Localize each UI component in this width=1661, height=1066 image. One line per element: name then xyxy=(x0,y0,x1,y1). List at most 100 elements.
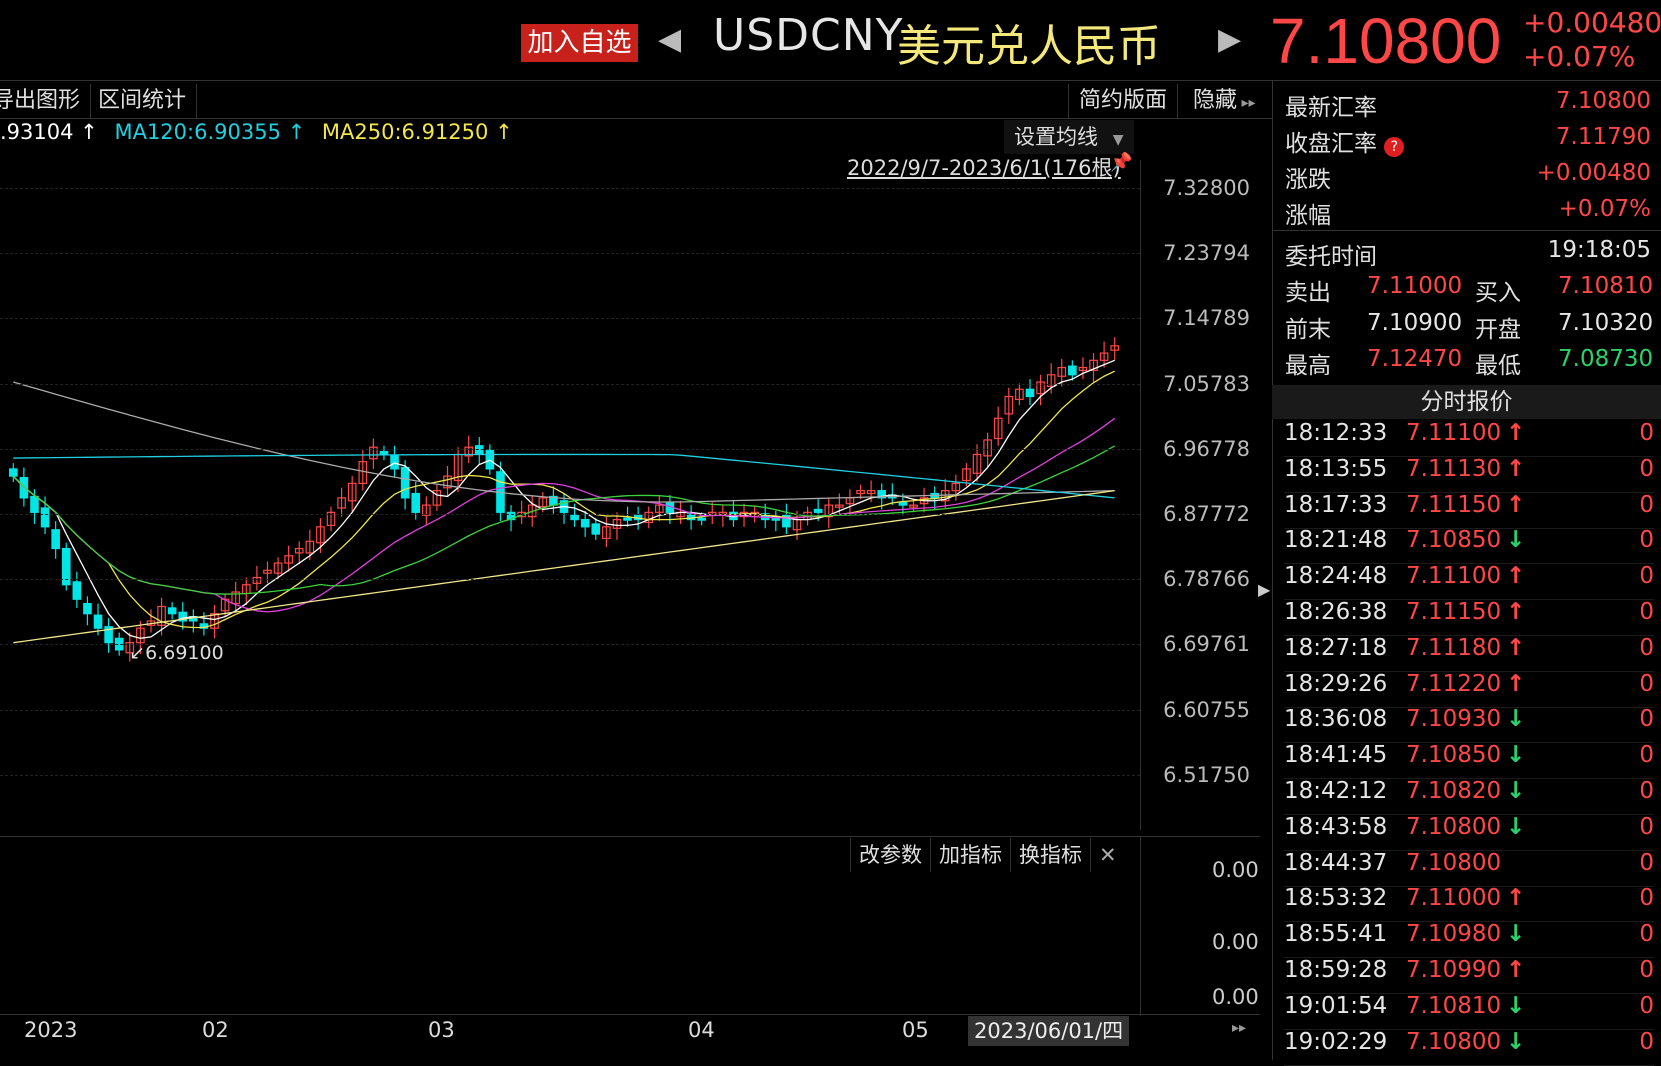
candle-body[interactable] xyxy=(369,446,378,460)
export-chart-button[interactable]: 导出图形 xyxy=(0,84,92,118)
candle-body[interactable] xyxy=(951,482,961,492)
candle-body[interactable] xyxy=(506,511,516,521)
pin-icon[interactable]: 📌 xyxy=(1110,152,1133,173)
expand-right-icon[interactable]: ▶ xyxy=(1258,580,1271,599)
latest-rate-value: 7.10800 xyxy=(1555,88,1651,114)
candle-body[interactable] xyxy=(443,475,452,489)
candle-body[interactable] xyxy=(157,605,166,626)
simple-layout-button[interactable]: 简约版面 xyxy=(1068,84,1179,118)
candle-body[interactable] xyxy=(602,526,611,540)
candle-body[interactable] xyxy=(422,504,431,516)
candle-body[interactable] xyxy=(210,613,219,629)
hide-panel-button[interactable]: 隐藏 ▸▸ xyxy=(1183,84,1266,118)
tick-volume: 0 xyxy=(1639,1028,1654,1055)
candle-body[interactable] xyxy=(1046,374,1056,387)
candle-body[interactable] xyxy=(962,468,971,482)
candle-body[interactable] xyxy=(104,626,113,644)
add-indicator-button[interactable]: 加指标 xyxy=(930,838,1010,872)
candle-body[interactable] xyxy=(30,495,39,513)
candle-body[interactable] xyxy=(1025,388,1035,398)
tick-volume: 0 xyxy=(1639,742,1654,769)
candle-body[interactable] xyxy=(337,497,346,509)
high-value: 7.12470 xyxy=(1367,346,1463,372)
candle-body[interactable] xyxy=(1036,381,1045,395)
candle-body[interactable] xyxy=(527,504,537,518)
candle-body[interactable] xyxy=(813,508,823,513)
candle-body[interactable] xyxy=(93,614,103,629)
candle-body[interactable] xyxy=(125,642,135,654)
candle-body[interactable] xyxy=(326,511,336,526)
tick-time: 18:13:55 xyxy=(1284,455,1388,482)
candle-body[interactable] xyxy=(1110,345,1120,351)
candle-body[interactable] xyxy=(909,504,918,508)
help-icon[interactable]: ? xyxy=(1384,137,1405,157)
candle-body[interactable] xyxy=(294,547,304,554)
candle-body[interactable] xyxy=(305,540,315,554)
candle-body[interactable] xyxy=(316,526,325,544)
candle-body[interactable] xyxy=(782,514,791,528)
indicator-pane-divider xyxy=(0,836,1260,837)
close-icon[interactable]: ✕ xyxy=(1090,838,1125,872)
candle-body[interactable] xyxy=(824,504,834,518)
candle-body[interactable] xyxy=(432,490,442,506)
candle-body[interactable] xyxy=(993,417,1003,440)
candle-body[interactable] xyxy=(580,518,590,528)
range-stats-button[interactable]: 区间统计 xyxy=(88,84,198,118)
candle-body[interactable] xyxy=(411,492,421,513)
candle-body[interactable] xyxy=(178,611,188,622)
edit-params-button[interactable]: 改参数 xyxy=(850,838,930,872)
candle-body[interactable] xyxy=(1089,359,1098,372)
candle-body[interactable] xyxy=(983,439,992,457)
candle-body[interactable] xyxy=(273,562,283,574)
scroll-right-icon[interactable]: ▸▸ xyxy=(1232,1020,1247,1036)
candle-body[interactable] xyxy=(474,445,484,456)
candle-body[interactable] xyxy=(898,501,908,506)
next-symbol-icon[interactable]: ▶ xyxy=(1218,22,1242,57)
candle-body[interactable] xyxy=(686,513,696,521)
candle-body[interactable] xyxy=(83,602,92,615)
candle-body[interactable] xyxy=(8,468,18,477)
candle-body[interactable] xyxy=(231,591,241,605)
candle-body[interactable] xyxy=(655,504,664,513)
switch-indicator-button[interactable]: 换指标 xyxy=(1010,838,1090,872)
candle-body[interactable] xyxy=(347,482,357,502)
candle-body[interactable] xyxy=(400,466,410,499)
candle-body[interactable] xyxy=(252,576,262,584)
candle-body[interactable] xyxy=(61,547,71,586)
candle-body[interactable] xyxy=(114,637,124,651)
candle-body[interactable] xyxy=(1099,352,1109,361)
candle-body[interactable] xyxy=(1057,366,1067,377)
candle-body[interactable] xyxy=(1004,395,1014,415)
candle-body[interactable] xyxy=(856,490,865,495)
candle-body[interactable] xyxy=(464,446,473,457)
candle-body[interactable] xyxy=(570,514,579,521)
date-range-label[interactable]: 2022/9/7-2023/6/1(176根) xyxy=(847,156,1121,180)
candle-body[interactable] xyxy=(1015,388,1024,401)
candle-body[interactable] xyxy=(538,497,548,508)
candle-body[interactable] xyxy=(835,504,844,508)
set-ma-dropdown[interactable]: 设置均线 ▼ xyxy=(1004,120,1134,154)
candle-body[interactable] xyxy=(40,507,50,528)
tick-price: 7.10980 xyxy=(1406,921,1502,948)
candlestick-chart[interactable]: ↙6.69100 xyxy=(0,180,1140,830)
candle-body[interactable] xyxy=(877,490,887,499)
candle-body[interactable] xyxy=(51,529,60,550)
candle-body[interactable] xyxy=(136,627,145,644)
candle-body[interactable] xyxy=(697,517,706,521)
candle-body[interactable] xyxy=(623,517,632,521)
candle-body[interactable] xyxy=(1078,366,1088,372)
add-watchlist-button[interactable]: 加入自选 xyxy=(521,24,638,62)
candle-body[interactable] xyxy=(263,569,272,574)
prev-symbol-icon[interactable]: ◀ xyxy=(658,22,682,57)
candle-body[interactable] xyxy=(284,555,293,564)
candle-body[interactable] xyxy=(72,581,82,600)
candle-body[interactable] xyxy=(379,450,389,456)
candle-body[interactable] xyxy=(612,518,622,529)
candle-body[interactable] xyxy=(866,490,876,495)
candle-body[interactable] xyxy=(390,455,399,470)
candle-body[interactable] xyxy=(485,449,495,470)
candle-body[interactable] xyxy=(591,523,601,535)
candle-body[interactable] xyxy=(972,453,982,474)
candle-body[interactable] xyxy=(167,607,177,615)
candle-body[interactable] xyxy=(1068,365,1077,376)
